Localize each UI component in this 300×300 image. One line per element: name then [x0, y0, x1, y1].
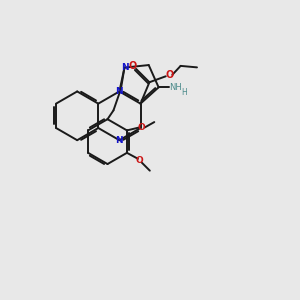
- Text: NH: NH: [169, 83, 182, 92]
- Text: O: O: [136, 156, 143, 165]
- Text: N: N: [116, 87, 123, 96]
- Text: O: O: [129, 61, 137, 71]
- Text: O: O: [165, 70, 173, 80]
- Text: N: N: [116, 136, 123, 145]
- Text: N: N: [121, 63, 128, 72]
- Text: H: H: [182, 88, 187, 97]
- Text: O: O: [138, 123, 146, 132]
